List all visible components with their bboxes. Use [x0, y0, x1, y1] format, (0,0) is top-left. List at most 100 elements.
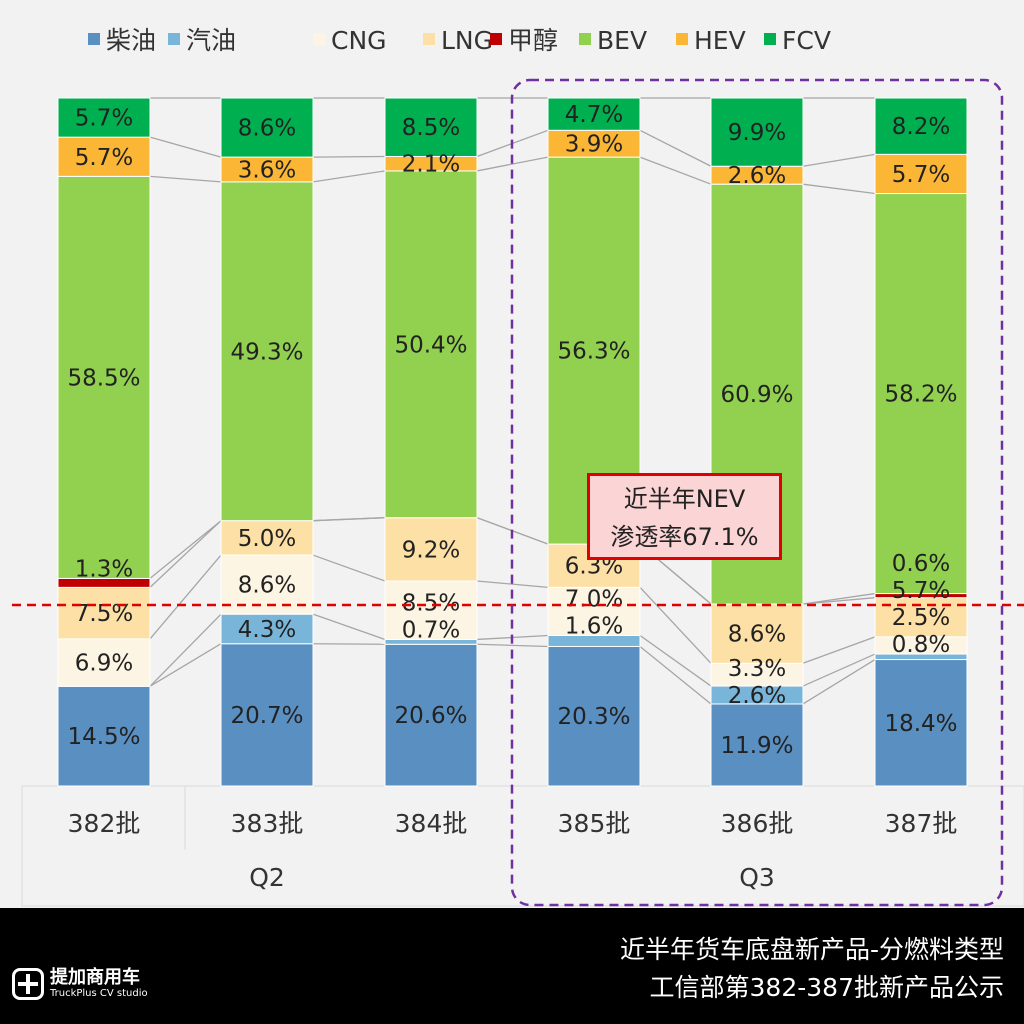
- data-label: 20.7%: [230, 703, 303, 729]
- category-label: 386批: [721, 809, 794, 838]
- logo-icon: [12, 968, 44, 1000]
- legend-swatch-5: [579, 33, 591, 45]
- series-connector: [149, 613, 222, 687]
- data-label: 8.6%: [728, 622, 786, 648]
- bar-segment-FCV: [710, 97, 804, 167]
- data-label: 5.7%: [892, 578, 950, 604]
- data-label: 5.7%: [75, 145, 133, 171]
- data-label: 60.9%: [720, 382, 793, 408]
- data-label: 8.2%: [892, 114, 950, 140]
- legend-swatch-0: [88, 33, 100, 45]
- data-label: 8.6%: [238, 116, 296, 142]
- series-connector: [802, 653, 876, 687]
- legend-swatch-1: [168, 33, 180, 45]
- data-label: 20.6%: [394, 703, 467, 729]
- brand-logo: 提加商用车 TruckPlus CV studio: [12, 968, 148, 1000]
- series-connector: [149, 175, 222, 183]
- footer-subtitle: 工信部第382-387批新产品公示: [649, 973, 1004, 1002]
- group-label: Q2: [249, 863, 285, 892]
- data-label: 1.3%: [75, 556, 133, 582]
- series-connector: [476, 580, 549, 589]
- series-connector: [149, 643, 222, 687]
- bar-segment-BEV: [220, 181, 314, 522]
- series-connector: [149, 136, 222, 158]
- series-connector: [312, 554, 386, 582]
- bar-segment-柴油: [220, 643, 314, 787]
- data-label: 5.0%: [238, 526, 296, 552]
- data-label: 58.5%: [67, 365, 140, 391]
- legend-label-0: 柴油: [106, 26, 156, 55]
- stacked-bar-chart: 柴油 汽油 CNG LNG 甲醇 BEV HEV FCV14.5%6.9%7.5%1.3%58…: [12, 26, 1024, 907]
- bar-segment-柴油: [874, 659, 968, 787]
- data-label: 49.3%: [230, 339, 303, 365]
- legend-label-1: 汽油: [186, 26, 236, 55]
- data-label: 20.3%: [557, 704, 630, 730]
- bar-segment-BEV: [384, 170, 478, 519]
- series-connector: [312, 155, 386, 158]
- bar-segment-FCV: [547, 97, 641, 131]
- bar-segment-柴油: [710, 703, 804, 787]
- data-label: 8.6%: [238, 573, 296, 599]
- data-label: 2.6%: [728, 163, 786, 189]
- legend-swatch-3: [423, 33, 435, 45]
- legend-swatch-7: [764, 33, 776, 45]
- series-connector: [639, 129, 712, 167]
- legend-label-6: HEV: [694, 26, 746, 55]
- data-label: 3.9%: [565, 132, 623, 158]
- q3-highlight-box: [510, 78, 1004, 907]
- legend-label-7: FCV: [782, 26, 831, 55]
- bar-segment-LNG: [220, 520, 314, 556]
- bar-segment-BEV: [874, 193, 968, 595]
- legend-swatch-6: [676, 33, 688, 45]
- data-label: 18.4%: [884, 711, 957, 737]
- bar-segment-FCV: [220, 97, 314, 158]
- data-label: 4.3%: [238, 617, 296, 643]
- bar-segment-HEV: [547, 129, 641, 158]
- bar-segment-HEV: [874, 153, 968, 195]
- bar-segment-CNG: [547, 586, 641, 636]
- annotation-line-1: 近半年NEV: [623, 485, 746, 513]
- data-label: 8.5%: [402, 115, 460, 141]
- data-label: 2.1%: [402, 152, 460, 178]
- legend-label-3: LNG: [441, 26, 493, 55]
- legend-label-5: BEV: [597, 26, 647, 55]
- series-connector: [312, 170, 386, 183]
- data-label: 6.9%: [75, 651, 133, 677]
- series-connector: [802, 592, 876, 605]
- category-label: 385批: [558, 809, 631, 838]
- series-connector: [802, 636, 876, 664]
- bar-segment-BEV: [57, 175, 151, 579]
- data-label: 3.6%: [238, 157, 296, 183]
- bar-segment-柴油: [547, 645, 641, 787]
- bar-segment-FCV: [874, 97, 968, 155]
- data-label: 5.7%: [892, 162, 950, 188]
- group-label: Q3: [739, 863, 775, 892]
- logo-en: TruckPlus CV studio: [50, 988, 148, 999]
- data-label: 50.4%: [394, 332, 467, 358]
- data-label: 8.5%: [402, 590, 460, 616]
- bar-segment-FCV: [384, 97, 478, 157]
- series-connector: [639, 586, 712, 664]
- bar-segment-FCV: [57, 97, 151, 138]
- nev-penetration-annotation: 近半年NEV 渗透率67.1%: [587, 473, 782, 560]
- bar-segment-LNG: [384, 517, 478, 582]
- data-label: 7.0%: [565, 586, 623, 612]
- series-connector: [802, 597, 876, 605]
- data-label: 4.7%: [565, 102, 623, 128]
- bar-segment-CNG: [57, 638, 151, 687]
- bar-segment-柴油: [384, 643, 478, 787]
- series-connector: [476, 156, 549, 172]
- bar-segment-LNG: [710, 603, 804, 664]
- category-label: 382批: [68, 809, 141, 838]
- legend-swatch-4: [490, 33, 502, 45]
- data-label: 58.2%: [884, 382, 957, 408]
- legend-swatch-2: [313, 33, 325, 45]
- data-label: 9.9%: [728, 120, 786, 146]
- category-axis-area: [21, 785, 1024, 907]
- data-label: 1.6%: [565, 613, 623, 639]
- data-label: 3.3%: [728, 656, 786, 682]
- series-connector: [639, 156, 712, 185]
- series-connector: [312, 517, 386, 522]
- data-label: 9.2%: [402, 537, 460, 563]
- data-label: 0.8%: [892, 632, 950, 658]
